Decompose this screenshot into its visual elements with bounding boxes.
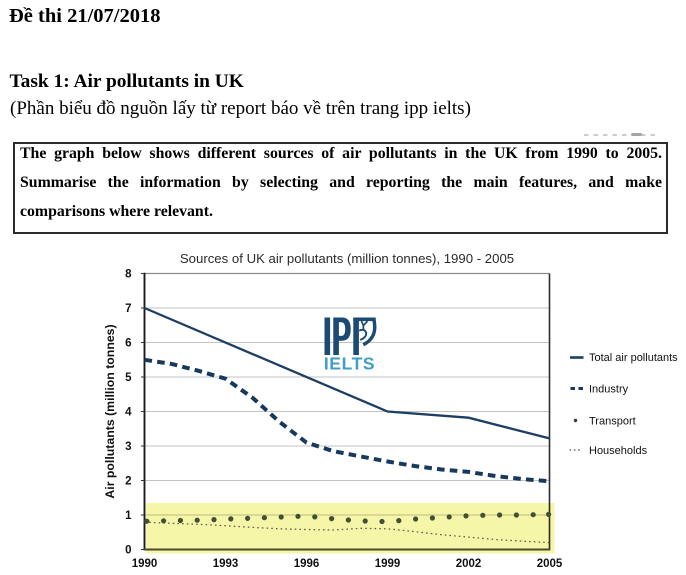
svg-text:1990: 1990 bbox=[132, 558, 158, 570]
svg-text:1993: 1993 bbox=[213, 558, 239, 570]
svg-text:7: 7 bbox=[125, 303, 131, 315]
svg-text:5: 5 bbox=[125, 372, 132, 384]
svg-text:IELTS: IELTS bbox=[324, 354, 375, 374]
svg-text:1996: 1996 bbox=[294, 558, 320, 570]
svg-text:Air pollutants (million tonnes: Air pollutants (million tonnes) bbox=[103, 324, 117, 498]
svg-text:0: 0 bbox=[125, 545, 131, 557]
svg-text:6: 6 bbox=[125, 338, 131, 350]
svg-text:Transport: Transport bbox=[589, 416, 636, 428]
svg-text:2002: 2002 bbox=[456, 558, 482, 570]
svg-text:3: 3 bbox=[125, 441, 131, 453]
svg-text:Total air pollutants: Total air pollutants bbox=[589, 352, 678, 364]
svg-text:4: 4 bbox=[125, 407, 132, 419]
svg-text:1999: 1999 bbox=[375, 558, 401, 570]
svg-text:2: 2 bbox=[125, 476, 131, 488]
svg-text:8: 8 bbox=[125, 269, 132, 281]
svg-text:Households: Households bbox=[589, 445, 648, 457]
svg-text:Sources of UK air pollutants (: Sources of UK air pollutants (million to… bbox=[180, 251, 514, 266]
svg-text:2005: 2005 bbox=[537, 558, 563, 570]
svg-text:Industry: Industry bbox=[589, 384, 629, 396]
svg-text:1: 1 bbox=[125, 510, 132, 522]
